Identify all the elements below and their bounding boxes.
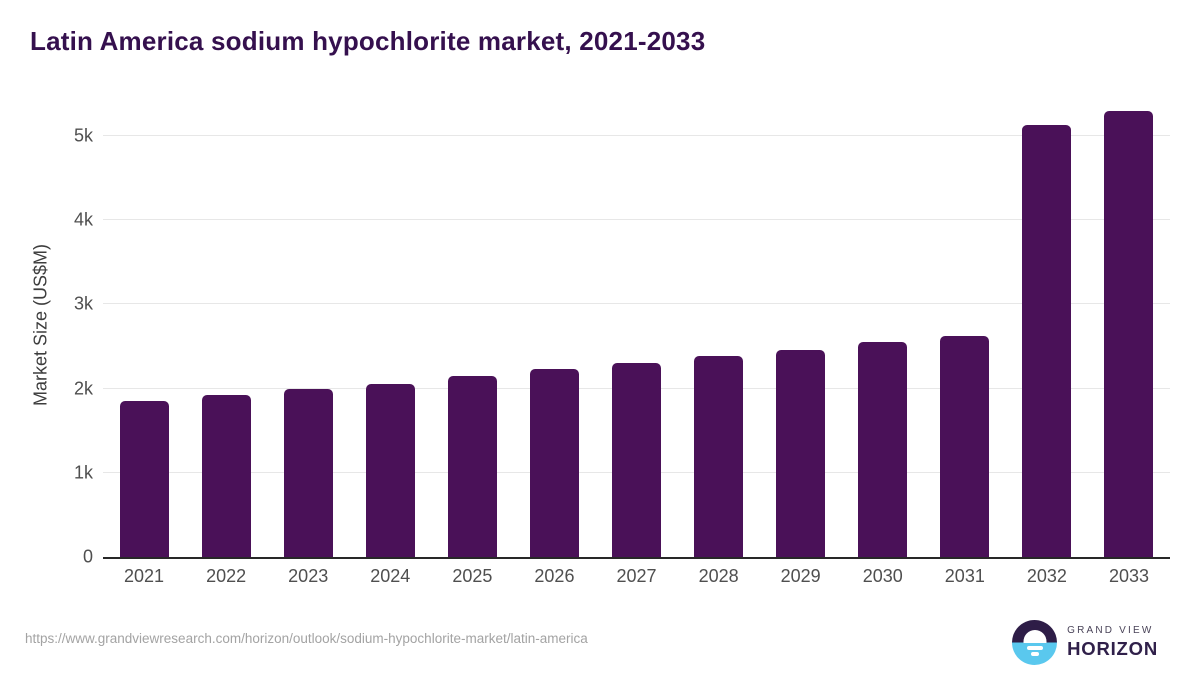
grandview-horizon-logo: GRAND VIEW HORIZON (1012, 620, 1158, 665)
y-tick-label-3k: 3k (73, 293, 93, 314)
water-line-1 (1026, 646, 1043, 650)
bar-slot-2029 (760, 100, 842, 557)
bar-slot-2023 (267, 100, 349, 557)
x-tick-label-2023: 2023 (288, 566, 329, 586)
bar-slot-2026 (513, 100, 595, 557)
y-tick-label-1k: 1k (73, 462, 93, 483)
bar-2031[interactable] (940, 335, 990, 557)
y-tick-label-0: 0 (82, 546, 93, 567)
bar-slot-2032 (1006, 100, 1088, 557)
y-tick-label-4k: 4k (73, 209, 93, 230)
x-tick-label-2033: 2033 (1108, 566, 1149, 586)
x-tick-label-2028: 2028 (698, 566, 739, 586)
bar-2023[interactable] (283, 389, 333, 557)
gridline-4k (103, 219, 1170, 221)
x-tick-label-2031: 2031 (944, 566, 985, 586)
x-tick-label-2030: 2030 (862, 566, 903, 586)
y-tick-label-2k: 2k (73, 378, 93, 399)
x-tick-label-2025: 2025 (452, 566, 493, 586)
x-tick-label-2024: 2024 (370, 566, 411, 586)
bar-2025[interactable] (447, 375, 497, 557)
x-tick-label-2021: 2021 (124, 566, 165, 586)
bar-2027[interactable] (612, 363, 661, 557)
bar-slot-2025 (431, 100, 513, 557)
bar-slot-2031 (924, 100, 1006, 557)
gridline-5k (103, 135, 1170, 136)
bar-2026[interactable] (529, 369, 579, 557)
water-line-2 (1030, 652, 1039, 656)
page-title: Latin America sodium hypochlorite market… (30, 26, 706, 56)
bar-slot-2027 (595, 100, 677, 557)
bars-row (103, 100, 1170, 557)
bar-slot-2028 (678, 100, 760, 557)
plot-area: 0 1k 2k 3k 4k 5k (74, 100, 1170, 567)
x-tick-label-2032: 2032 (1026, 566, 1067, 586)
source-url: https://www.grandviewresearch.com/horizo… (25, 631, 588, 646)
bar-2024[interactable] (365, 383, 415, 557)
bar-slot-2024 (349, 100, 431, 557)
x-tick-label-2027: 2027 (616, 566, 657, 586)
bar-2028[interactable] (694, 355, 744, 557)
bar-2029[interactable] (776, 349, 826, 557)
bar-2022[interactable] (201, 395, 251, 557)
gridline-3k (103, 303, 1170, 305)
x-tick-label-2022: 2022 (206, 566, 247, 586)
logo-text-block: GRAND VIEW HORIZON (1067, 625, 1158, 660)
logo-text-horizon: HORIZON (1067, 638, 1158, 659)
bar-2033[interactable] (1104, 110, 1154, 557)
x-tick-label-2029: 2029 (780, 566, 821, 586)
logo-text-grand-view: GRAND VIEW (1067, 625, 1154, 636)
bar-slot-2030 (842, 100, 924, 557)
x-axis-labels: 2021 2022 2023 2024 2025 2026 2027 2028 2029 2030… (103, 566, 1170, 587)
y-tick-label-5k: 5k (73, 125, 93, 146)
bar-2021[interactable] (119, 401, 169, 557)
bar-slot-2021 (103, 100, 185, 557)
x-axis-line (103, 557, 1170, 559)
bar-2030[interactable] (858, 342, 908, 557)
y-axis-title: Market Size (US$M) (30, 243, 51, 407)
bar-2032[interactable] (1022, 125, 1072, 557)
horizon-sunrise-icon (1012, 620, 1058, 665)
x-tick-label-2026: 2026 (534, 566, 575, 586)
bar-slot-2022 (185, 100, 267, 557)
sun-dome-shape (1023, 630, 1047, 643)
bar-slot-2033 (1088, 100, 1170, 557)
